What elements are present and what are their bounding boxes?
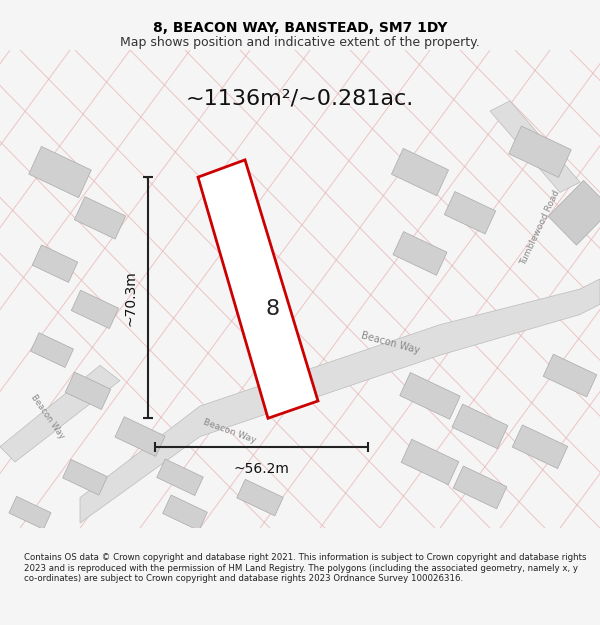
Polygon shape: [400, 372, 460, 419]
Text: 8, BEACON WAY, BANSTEAD, SM7 1DY: 8, BEACON WAY, BANSTEAD, SM7 1DY: [153, 21, 447, 35]
Polygon shape: [393, 232, 447, 275]
Polygon shape: [74, 197, 125, 239]
Text: Tumblewood Road: Tumblewood Road: [518, 189, 562, 267]
Polygon shape: [453, 466, 507, 509]
Text: ~1136m²/~0.281ac.: ~1136m²/~0.281ac.: [186, 89, 414, 109]
Polygon shape: [71, 290, 119, 329]
Polygon shape: [9, 496, 51, 529]
Polygon shape: [65, 372, 111, 409]
Polygon shape: [31, 332, 73, 367]
Polygon shape: [0, 366, 120, 462]
Polygon shape: [490, 101, 580, 192]
Polygon shape: [157, 459, 203, 496]
Polygon shape: [237, 479, 283, 516]
Polygon shape: [445, 192, 496, 234]
Polygon shape: [512, 425, 568, 469]
Polygon shape: [401, 439, 459, 485]
Text: ~70.3m: ~70.3m: [123, 270, 137, 326]
Polygon shape: [32, 245, 78, 282]
Polygon shape: [80, 279, 600, 523]
Polygon shape: [115, 417, 165, 456]
Text: Contains OS data © Crown copyright and database right 2021. This information is : Contains OS data © Crown copyright and d…: [24, 553, 587, 583]
Polygon shape: [391, 148, 449, 196]
Text: Beacon Way: Beacon Way: [29, 392, 67, 440]
Text: 8: 8: [265, 299, 280, 319]
Text: ~56.2m: ~56.2m: [233, 462, 289, 476]
Polygon shape: [198, 160, 318, 418]
Polygon shape: [548, 181, 600, 245]
Polygon shape: [163, 495, 208, 531]
Polygon shape: [452, 404, 508, 449]
Polygon shape: [29, 146, 91, 198]
Polygon shape: [543, 354, 597, 397]
Polygon shape: [509, 126, 571, 178]
Text: Beacon Way: Beacon Way: [359, 331, 421, 356]
Polygon shape: [62, 459, 107, 495]
Text: Map shows position and indicative extent of the property.: Map shows position and indicative extent…: [120, 36, 480, 49]
Text: Beacon Way: Beacon Way: [202, 418, 257, 445]
